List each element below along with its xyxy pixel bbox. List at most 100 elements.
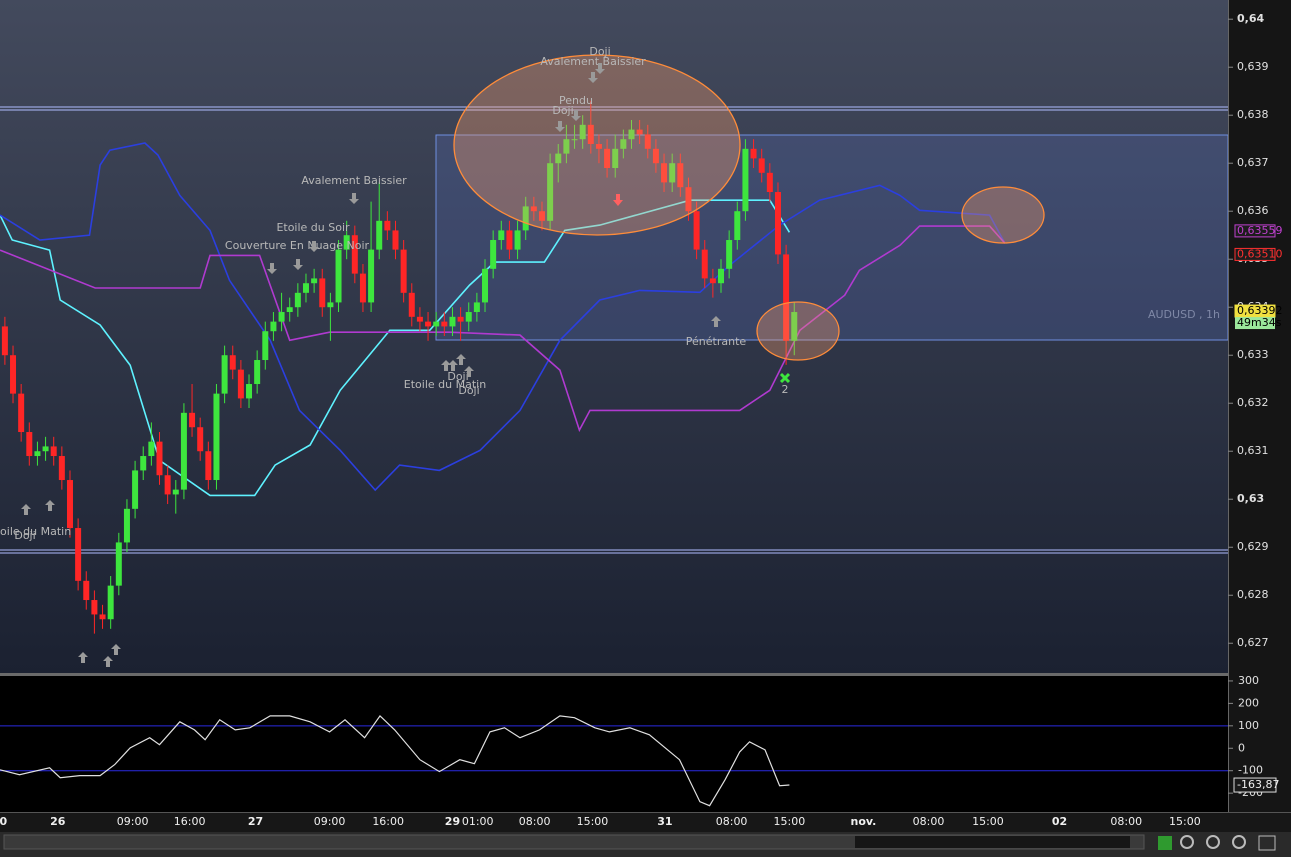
main-plot	[0, 100, 1228, 634]
candle-body	[132, 470, 139, 509]
price-tag	[1234, 247, 1276, 261]
scroll-thumb[interactable]	[855, 836, 1130, 848]
cci-panel	[0, 676, 1228, 812]
pattern-arrow	[448, 360, 458, 371]
candle-body	[18, 393, 25, 433]
candle-body	[42, 446, 49, 452]
candle-body	[416, 316, 423, 322]
icon[interactable]	[1180, 835, 1194, 849]
candle-body	[148, 441, 155, 457]
candle-body	[359, 273, 366, 303]
candle-body	[530, 206, 537, 212]
pattern-arrow	[456, 354, 466, 365]
line-series	[0, 714, 790, 807]
price-tag-label: 0,63392	[1237, 304, 1283, 317]
pattern-arrow	[555, 121, 565, 132]
pattern-label: 2	[782, 383, 789, 396]
candle-body	[579, 124, 586, 140]
pattern-arrow	[78, 652, 88, 663]
time-axis	[0, 812, 1291, 832]
pattern-label: Doji	[447, 370, 468, 383]
candle-body	[482, 268, 489, 303]
icon[interactable]	[1158, 836, 1172, 850]
candle-body	[457, 316, 464, 322]
candle-body	[50, 446, 57, 457]
y-tick-label: 0,637	[1237, 156, 1269, 169]
x-tick-label: 31	[657, 815, 672, 828]
candle-body	[270, 321, 277, 332]
candle-body	[246, 384, 253, 399]
pattern-label: Doji	[552, 104, 573, 117]
x-tick-label: 08:00	[1110, 815, 1142, 828]
icon[interactable]	[1258, 835, 1276, 851]
pattern-arrow	[349, 193, 359, 204]
candle-body	[156, 441, 163, 476]
candle-body	[58, 456, 65, 481]
candle-body	[547, 163, 554, 221]
candle-body	[26, 432, 33, 457]
candle-body	[766, 172, 773, 193]
y-tick-label: 100	[1238, 719, 1259, 732]
pattern-arrow	[111, 644, 121, 655]
candle-body	[368, 249, 375, 303]
price-tag-label: 0,63510	[1237, 247, 1283, 260]
candle-body	[115, 542, 122, 586]
candle-body	[400, 249, 407, 293]
countdown: 49m34s	[1237, 316, 1282, 329]
candle-body	[221, 355, 228, 394]
candle-body	[66, 480, 73, 529]
pattern-label: Doji	[458, 384, 479, 397]
highlight-ellipse	[961, 186, 1045, 244]
pattern-label: Etoile du Matin	[0, 525, 71, 538]
watermark: AUDUSD , 1h	[1148, 308, 1220, 321]
line-series	[0, 199, 791, 497]
candle-body	[791, 312, 798, 341]
candle-body	[384, 220, 391, 231]
candle-body	[237, 369, 244, 399]
panel-separator	[0, 673, 1228, 676]
pattern-label: Avalement Baissier	[540, 55, 646, 68]
candle-body	[10, 355, 17, 394]
candle-body	[189, 412, 196, 428]
candle-body	[612, 148, 619, 169]
candle-body	[538, 211, 545, 221]
candle-body	[335, 249, 342, 303]
candle-body	[172, 489, 179, 495]
candle-body	[718, 268, 725, 284]
price-axis	[1228, 0, 1291, 812]
candle-body	[677, 163, 684, 188]
x-tick-label: 08:00	[716, 815, 748, 828]
y-tick-label: 0,632	[1237, 396, 1269, 409]
line-series	[0, 225, 1006, 433]
icon[interactable]	[1232, 835, 1246, 849]
candle-body	[571, 139, 578, 141]
y-tick-label: -100	[1238, 764, 1263, 777]
candle-body	[620, 139, 627, 149]
pattern-arrow	[293, 259, 303, 270]
pattern-arrow	[309, 241, 319, 252]
candle-body	[123, 508, 130, 543]
candle-body	[376, 220, 383, 250]
candle-body	[563, 139, 570, 154]
pattern-label: Couverture En Nuage Noir	[225, 239, 370, 252]
pattern-arrow	[45, 500, 55, 511]
y-tick-label: 0,631	[1237, 444, 1269, 457]
icon[interactable]	[1206, 835, 1220, 849]
candle-body	[425, 321, 432, 327]
candle-body	[180, 412, 187, 490]
x-tick-label: 16:00	[372, 815, 404, 828]
signal-marker	[779, 372, 791, 384]
candle-body	[351, 235, 358, 274]
candle-body	[34, 451, 41, 457]
candle-body	[319, 278, 326, 308]
candle-body	[140, 456, 147, 471]
candle-body	[661, 163, 668, 183]
candle-body	[652, 148, 659, 164]
y-tick-label: 0,638	[1237, 108, 1269, 121]
last-value-tag	[1233, 777, 1277, 793]
pattern-arrow	[464, 366, 474, 377]
candle-body	[278, 312, 285, 322]
pattern-arrow	[571, 110, 581, 121]
